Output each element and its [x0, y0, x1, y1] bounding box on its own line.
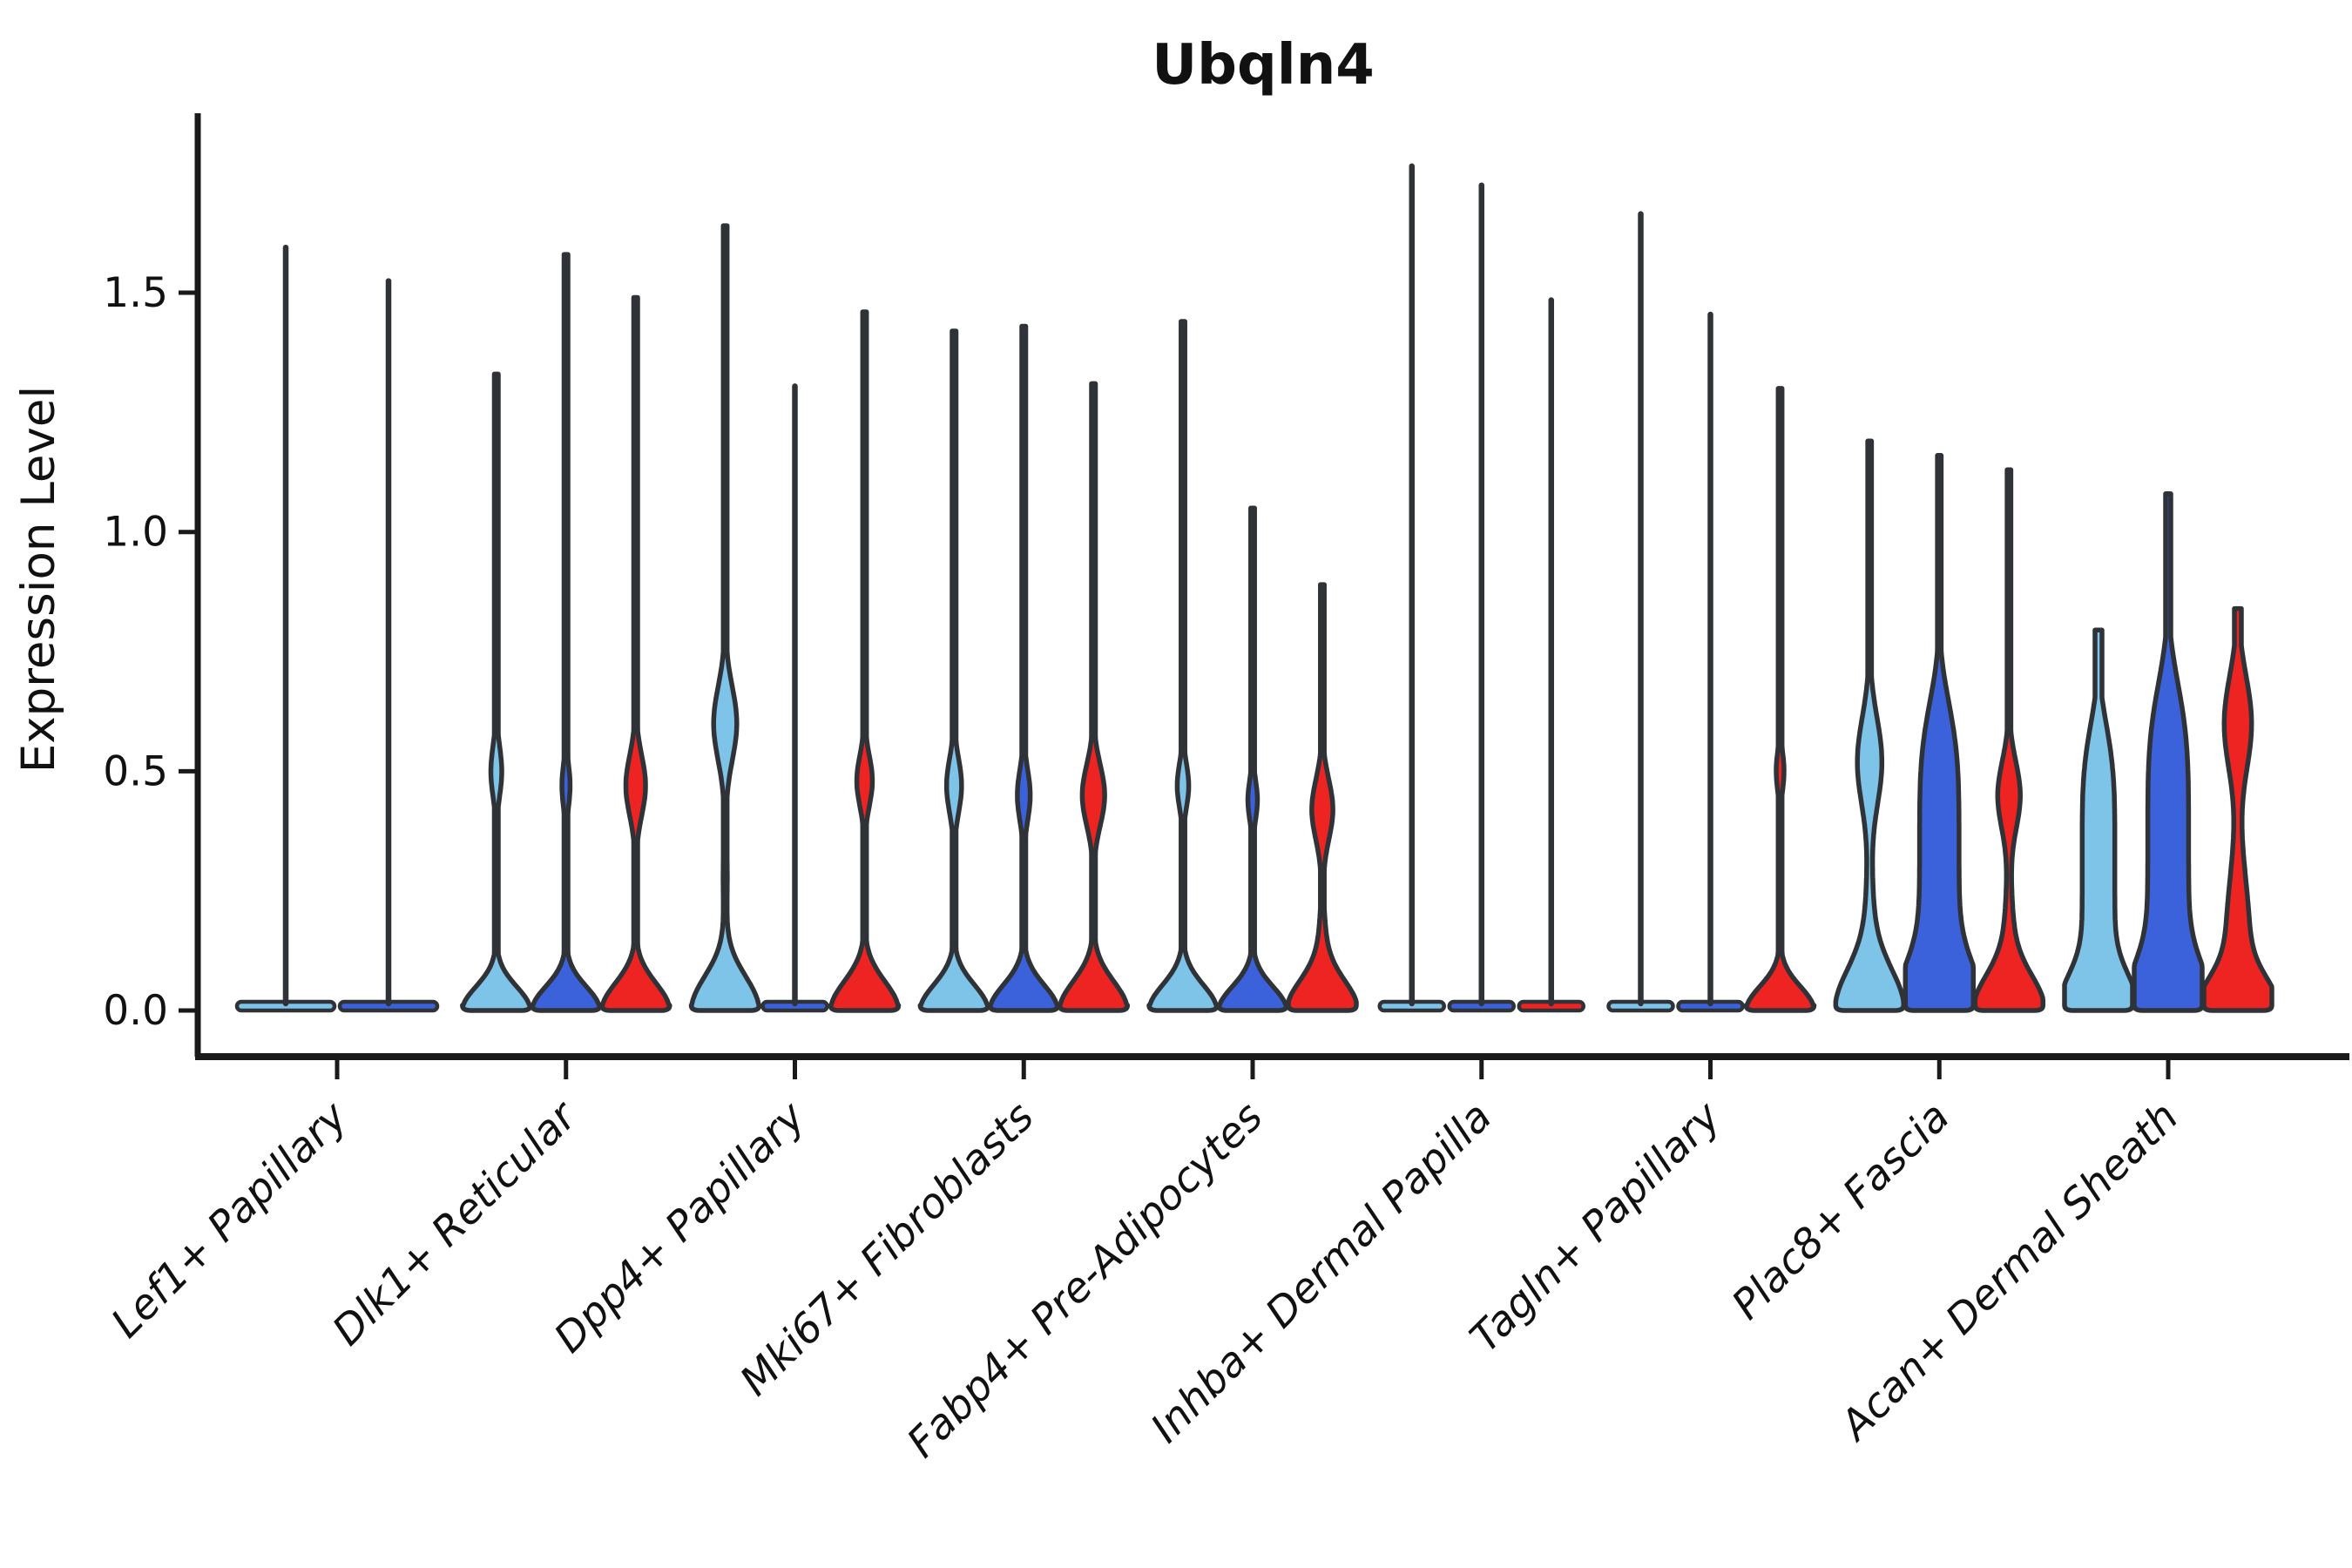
violin-8-1	[2132, 491, 2205, 1013]
violin-2-0	[688, 223, 762, 1013]
violin-1-0	[460, 371, 533, 1013]
violin-3-0	[917, 328, 991, 1013]
violin-4-2	[1286, 582, 1359, 1013]
violin-1-1	[530, 252, 603, 1013]
violin-7-1	[1903, 453, 1977, 1013]
violin-4-0	[1146, 319, 1220, 1013]
y-tick-label-1: 0.5	[103, 747, 168, 795]
x-tick-label-6: Tagln+ Papillary	[1461, 1092, 1731, 1362]
x-tick-label-0: Lef1+ Papillary	[102, 1092, 357, 1348]
y-tick-label-3: 1.5	[103, 269, 168, 317]
y-axis-label: Expression Level	[12, 386, 65, 773]
violin-8-0	[2062, 627, 2135, 1013]
x-tick-label-1: Dlk1+ Reticular	[323, 1092, 587, 1355]
x-tick-label-7: Plac8+ Fascia	[1723, 1093, 1959, 1329]
violin-2-2	[828, 309, 902, 1013]
violin-6-2	[1743, 386, 1817, 1013]
y-tick-label-0: 0.0	[103, 987, 168, 1035]
violin-8-2	[2201, 605, 2274, 1013]
violin-7-0	[1833, 438, 1907, 1013]
violin-1-2	[599, 294, 672, 1013]
y-tick-label-2: 1.0	[103, 509, 168, 557]
violin-7-2	[1972, 467, 2046, 1013]
x-tick-label-2: Dpp4+ Papillary	[545, 1092, 815, 1362]
violin-4-1	[1216, 505, 1289, 1013]
violin-3-2	[1057, 381, 1131, 1013]
chart-title: Ubqln4	[1152, 33, 1375, 98]
violin-3-1	[987, 323, 1061, 1013]
